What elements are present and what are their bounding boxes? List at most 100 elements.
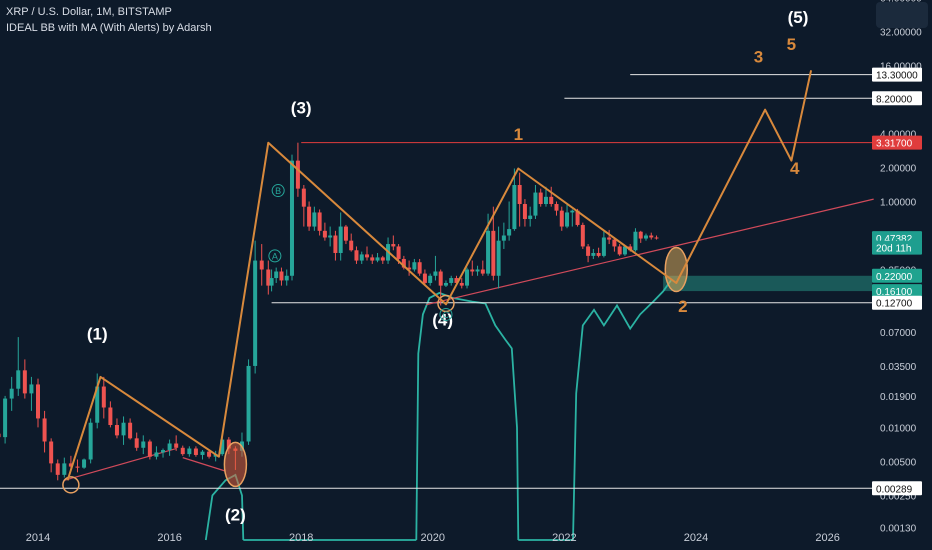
subwave-label: B bbox=[271, 184, 285, 198]
candle bbox=[596, 247, 601, 258]
subwave-text: B bbox=[275, 186, 281, 196]
candle-body bbox=[121, 422, 126, 436]
candle bbox=[307, 201, 312, 231]
candle-body bbox=[491, 230, 496, 276]
candle-body bbox=[617, 246, 622, 255]
candle-body bbox=[443, 282, 448, 286]
candle bbox=[75, 459, 80, 473]
candle bbox=[512, 168, 517, 231]
candle-body bbox=[496, 240, 501, 276]
y-tick-label: 1.00000 bbox=[880, 198, 917, 209]
candle-body bbox=[274, 271, 279, 279]
candle bbox=[422, 269, 427, 286]
candle bbox=[259, 244, 264, 286]
candle-body bbox=[253, 260, 258, 366]
candle bbox=[522, 199, 527, 227]
elliott-wave-path bbox=[66, 70, 813, 481]
candle bbox=[88, 418, 93, 464]
candle bbox=[266, 260, 271, 295]
horizontal-lines-layer bbox=[0, 74, 872, 489]
candle-body bbox=[370, 257, 375, 261]
candle-body bbox=[533, 192, 538, 216]
candle bbox=[108, 401, 113, 428]
candle-body bbox=[359, 254, 364, 261]
candle-body bbox=[501, 235, 506, 241]
candle bbox=[29, 376, 34, 411]
candle bbox=[443, 280, 448, 287]
candle-body bbox=[528, 215, 533, 219]
candle bbox=[554, 201, 559, 216]
subwave-circle bbox=[271, 184, 285, 198]
candle bbox=[312, 206, 317, 231]
indicator-title: IDEAL BB with MA (With Alerts) by Adarsh bbox=[6, 22, 212, 34]
price-label: 13.30000 bbox=[872, 67, 922, 82]
candle-body bbox=[36, 384, 40, 419]
candle bbox=[607, 229, 612, 245]
candle bbox=[475, 265, 480, 276]
candle bbox=[591, 248, 596, 259]
candle bbox=[284, 269, 289, 286]
candle bbox=[333, 230, 338, 261]
candle bbox=[161, 448, 166, 458]
candle-body bbox=[266, 269, 271, 286]
wave-label: 5 bbox=[787, 35, 796, 54]
x-tick-label: 2014 bbox=[26, 532, 50, 544]
candle bbox=[317, 209, 322, 236]
candle bbox=[391, 235, 396, 251]
subwave-text: A bbox=[272, 251, 278, 261]
candle-body bbox=[301, 188, 306, 207]
candle-body bbox=[586, 246, 591, 256]
subwave-circle bbox=[268, 249, 282, 263]
candle-body bbox=[438, 271, 443, 286]
price-label-bg bbox=[872, 67, 922, 82]
x-tick-label: 2022 bbox=[552, 532, 576, 544]
y-tick-label: 0.01000 bbox=[880, 423, 917, 434]
candle bbox=[433, 255, 438, 281]
candle-body bbox=[322, 230, 327, 238]
y-tick-label: 0.03500 bbox=[880, 362, 917, 373]
candle bbox=[95, 373, 100, 429]
candle bbox=[134, 432, 139, 451]
candle-body bbox=[465, 269, 470, 286]
candle bbox=[253, 240, 258, 374]
y-tick-label: 2.00000 bbox=[880, 164, 917, 175]
candle-body bbox=[141, 441, 146, 448]
candle-body bbox=[49, 441, 54, 464]
candle bbox=[193, 446, 198, 457]
candle bbox=[538, 188, 543, 207]
candle-body bbox=[9, 388, 14, 399]
candle bbox=[470, 260, 475, 276]
candle-body bbox=[391, 244, 396, 247]
candle-body bbox=[591, 252, 596, 256]
candle bbox=[128, 418, 133, 440]
candle bbox=[354, 246, 359, 264]
candle bbox=[601, 230, 606, 258]
candle-body bbox=[154, 452, 159, 457]
candle-body bbox=[554, 204, 559, 211]
top-right-widget[interactable] bbox=[876, 2, 928, 28]
candle bbox=[167, 439, 172, 456]
wave-label: (5) bbox=[788, 8, 809, 27]
candle-body bbox=[187, 448, 192, 455]
highlight-ellipse bbox=[437, 294, 455, 313]
candle-body bbox=[480, 269, 485, 274]
candle-body bbox=[607, 237, 612, 240]
wave-label: 4 bbox=[790, 159, 800, 178]
y-tick-label: 0.00500 bbox=[880, 457, 917, 468]
candle-body bbox=[517, 184, 522, 205]
price-label-bg bbox=[872, 481, 922, 496]
wave-label: (2) bbox=[225, 505, 246, 524]
candle bbox=[343, 224, 348, 245]
candle-body bbox=[333, 235, 338, 253]
candle bbox=[559, 206, 564, 231]
candle bbox=[586, 244, 591, 263]
candle bbox=[359, 251, 364, 264]
highlight-ellipse bbox=[664, 246, 689, 293]
price-label-text: 8.20000 bbox=[876, 94, 913, 105]
wave-label: (1) bbox=[87, 325, 108, 344]
price-label-text: 0.47382 bbox=[876, 234, 913, 245]
price-label: 0.22000 bbox=[872, 268, 922, 283]
candle-body bbox=[68, 463, 73, 467]
candle-body bbox=[338, 226, 343, 253]
